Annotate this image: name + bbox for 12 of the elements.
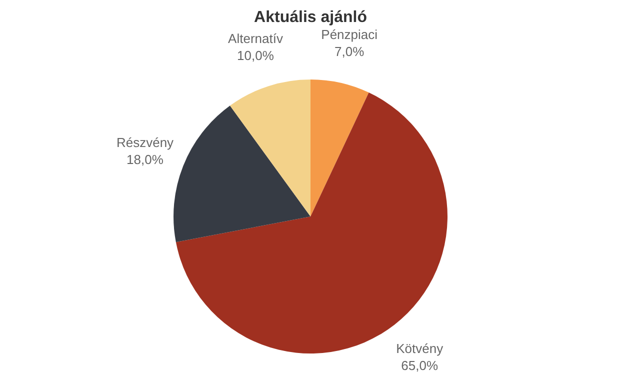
pie-slice [230, 80, 310, 216]
slice-label: Kötvény [396, 341, 444, 356]
pie-slice [310, 80, 369, 216]
pie-slice [174, 106, 310, 242]
data-label: 18,0% [126, 152, 164, 167]
slice-label: Alternatív [228, 31, 284, 46]
data-label: 65,0% [401, 358, 438, 374]
data-label: 7,0% [334, 44, 365, 59]
data-label: 10,0% [237, 48, 274, 64]
slice-label: Pénzpiaci [321, 26, 378, 42]
slice-label: Részvény [116, 134, 174, 150]
chart-title: Aktuális ajánló [254, 8, 368, 26]
